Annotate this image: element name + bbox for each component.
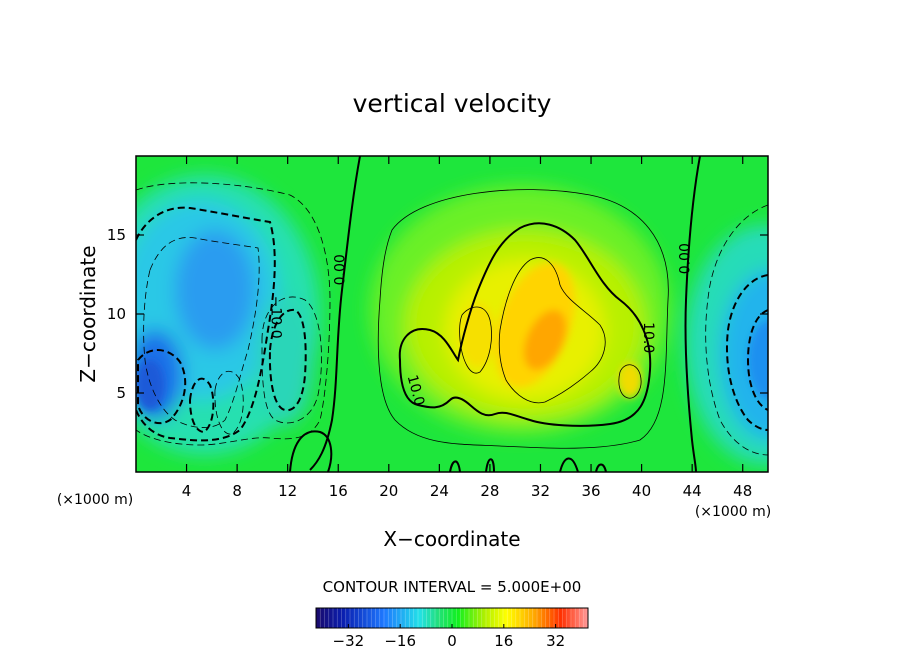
x-tick-label: 12 — [278, 482, 297, 500]
colorbar-tick-label: −32 — [333, 632, 365, 650]
contour-minus5-x12 — [261, 296, 322, 424]
updraft-max-core — [523, 310, 567, 370]
colorbar-gradient — [316, 608, 588, 628]
y-axis-title: Z−coordinate — [76, 245, 100, 382]
contour-label: 10.0 — [640, 322, 656, 353]
x-tick-label: 4 — [182, 482, 192, 500]
downdraft-core-left-upper — [175, 230, 255, 350]
x-tick-label: 20 — [379, 482, 398, 500]
field-shading — [136, 175, 768, 465]
x-axis-ticks: 4 8 12 16 20 24 28 32 36 40 44 48 — [182, 156, 752, 500]
contour-plus15-b — [459, 306, 492, 374]
contour-label: 0.00 — [678, 243, 694, 274]
x-tick-label: 8 — [232, 482, 242, 500]
updraft-secondary-core — [460, 303, 496, 367]
contour-minus10-left — [136, 206, 276, 442]
chart-title: vertical velocity — [353, 89, 552, 118]
contour-minus15-right — [746, 309, 768, 411]
x-tick-label: 16 — [329, 482, 348, 500]
contour-minus5-right — [705, 204, 768, 456]
x-tick-label: 40 — [632, 482, 651, 500]
downdraft-min-core — [136, 360, 164, 410]
contour-minus10-right — [726, 274, 768, 431]
colorbar-segments — [319, 608, 585, 628]
contour-plus5 — [377, 189, 669, 449]
contour-zero-left-cell — [289, 430, 333, 472]
x-tick-label: 24 — [430, 482, 449, 500]
colorbar-tick-label: −16 — [384, 632, 416, 650]
y-axis-ticks: 5 10 15 — [107, 226, 768, 402]
y-tick-label: 5 — [116, 384, 126, 402]
colorbar-tick-label: 0 — [447, 632, 457, 650]
contour-interval-text: CONTOUR INTERVAL = 5.000E+00 — [323, 578, 582, 596]
colorbar-ticks: −32 −16 0 16 32 — [333, 624, 565, 650]
contour-minus-low-a — [188, 377, 215, 434]
contour-label: 0.00 — [333, 254, 349, 285]
contour-zero-right — [684, 156, 701, 472]
x-tick-label: 44 — [683, 482, 702, 500]
contour-minus-low-b — [214, 370, 244, 435]
downdraft-region-right — [720, 270, 768, 440]
y-tick-label: 10 — [107, 305, 126, 323]
x-tick-label: 48 — [733, 482, 752, 500]
contour-lines — [136, 156, 768, 472]
contour-minus10-x12 — [268, 308, 307, 412]
contour-minus20-left — [137, 349, 187, 425]
contour-zero-bottom-d — [595, 463, 607, 472]
contour-zero-bottom-c — [559, 457, 579, 472]
y-tick-label: 15 — [107, 226, 126, 244]
contour-label: −10.0 — [267, 296, 283, 339]
contour-minus5-left — [136, 182, 331, 446]
x-tick-label: 28 — [480, 482, 499, 500]
colorbar-tick-label: 32 — [546, 632, 565, 650]
x-unit-label-left: (×1000 m) — [57, 492, 133, 508]
contour-labels: 0.00 0.00 −10.0 10.0 10.0 — [267, 243, 693, 407]
downdraft-core-right — [748, 320, 768, 400]
contour-zero-bottom-b — [485, 458, 495, 472]
contour-label: 10.0 — [404, 373, 428, 407]
contour-plus15-c — [618, 364, 642, 399]
contour-plus10 — [398, 222, 652, 427]
x-axis-title: X−coordinate — [383, 527, 520, 551]
updraft-core-x39 — [618, 362, 642, 398]
contour-zero-bottom-a — [449, 460, 461, 472]
contour-minus15-left — [143, 237, 260, 428]
x-unit-label-right: (×1000 m) — [695, 504, 771, 520]
colorbar: −32 −16 0 16 32 — [315, 607, 589, 650]
x-tick-label: 36 — [581, 482, 600, 500]
downdraft-weak-x12 — [257, 295, 313, 425]
plot-area: 0.00 0.00 −10.0 10.0 10.0 — [136, 156, 768, 472]
contours-negative — [136, 182, 768, 456]
contour-zero-left — [309, 156, 361, 471]
contour-plus15 — [498, 257, 606, 404]
x-tick-label: 32 — [531, 482, 550, 500]
colorbar-tick-label: 16 — [494, 632, 513, 650]
